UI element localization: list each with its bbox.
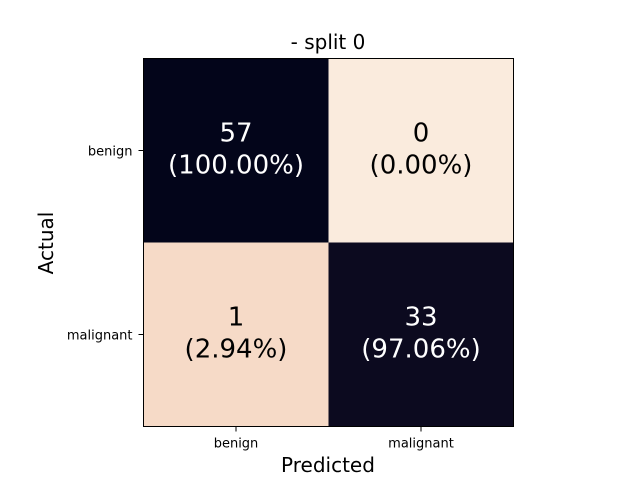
chart-title: - split 0	[291, 30, 366, 54]
y-tick-label-1: malignant	[67, 329, 133, 344]
y-axis-ticks: benign malignant	[67, 145, 144, 344]
cell-percent-label-1-1: (97.06%)	[361, 335, 480, 365]
cell-percent-label-1-0: (2.94%)	[185, 335, 288, 365]
heatmap-cell-0-0	[143, 58, 329, 243]
y-tick-label-0: benign	[88, 145, 133, 160]
x-axis-ticks: benign malignant	[214, 426, 454, 452]
heatmap-cell-1-0	[143, 242, 329, 427]
cell-count-label-1-1: 33	[404, 303, 437, 333]
x-tick-label-0: benign	[214, 437, 259, 452]
heatmap-cell-0-1	[328, 58, 514, 243]
cell-count-label-0-1: 0	[413, 119, 430, 149]
y-axis-label: Actual	[34, 212, 58, 275]
x-tick-label-1: malignant	[388, 437, 454, 452]
plot-frame	[143, 58, 514, 427]
cell-percent-label-0-1: (0.00%)	[370, 151, 473, 181]
x-axis-label: Predicted	[281, 453, 375, 477]
cell-count-label-0-0: 57	[219, 119, 252, 149]
heatmap-cells: 57(100.00%) 0(0.00%) 1(2.94%) 33(97.06%)	[143, 58, 514, 427]
cell-count-label-1-0: 1	[228, 303, 245, 333]
heatmap-cell-1-1	[328, 242, 514, 427]
cell-percent-label-0-0: (100.00%)	[168, 151, 304, 181]
